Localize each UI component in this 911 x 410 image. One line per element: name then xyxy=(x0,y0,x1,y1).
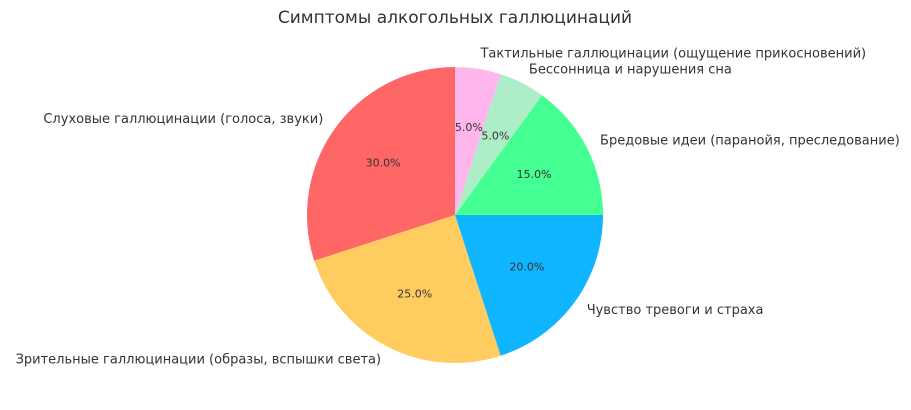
pie-percent-label: 30.0% xyxy=(366,156,401,169)
pie-slice xyxy=(455,215,603,356)
pie-category-labels: Слуховые галлюцинации (голоса, звуки) Зри… xyxy=(16,47,900,368)
pie-category-label: Тактильные галлюцинации (ощущение прикос… xyxy=(479,47,866,62)
pie-category-label: Бредовые идеи (паранойя, преследование) xyxy=(600,134,900,149)
pie-percent-label: 20.0% xyxy=(509,261,544,274)
pie-category-label: Бессонница и нарушения сна xyxy=(529,62,732,77)
pie-slice xyxy=(306,67,455,261)
pie-slices xyxy=(306,67,603,364)
pie-slice xyxy=(455,67,501,215)
pie-percent-label: 15.0% xyxy=(517,168,552,181)
pie-percent-label: 5.0% xyxy=(481,129,509,142)
pie-slice xyxy=(314,215,501,364)
pie-percent-labels: 30.0% 25.0% 20.0% 15.0% 5.0%5.0% xyxy=(366,121,552,301)
pie-percent-label: 25.0% xyxy=(397,288,432,301)
pie-slice xyxy=(455,95,603,215)
pie-slice xyxy=(455,74,542,215)
pie-category-label: Слуховые галлюцинации (голоса, звуки) xyxy=(43,112,323,127)
pie-percent-label: 5.0% xyxy=(455,121,483,134)
pie-category-label: Зрительные галлюцинации (образы, вспышки… xyxy=(16,353,382,368)
chart-title: Симптомы алкогольных галлюцинаций xyxy=(278,8,632,28)
pie-category-label: Чувство тревоги и страха xyxy=(587,303,764,318)
